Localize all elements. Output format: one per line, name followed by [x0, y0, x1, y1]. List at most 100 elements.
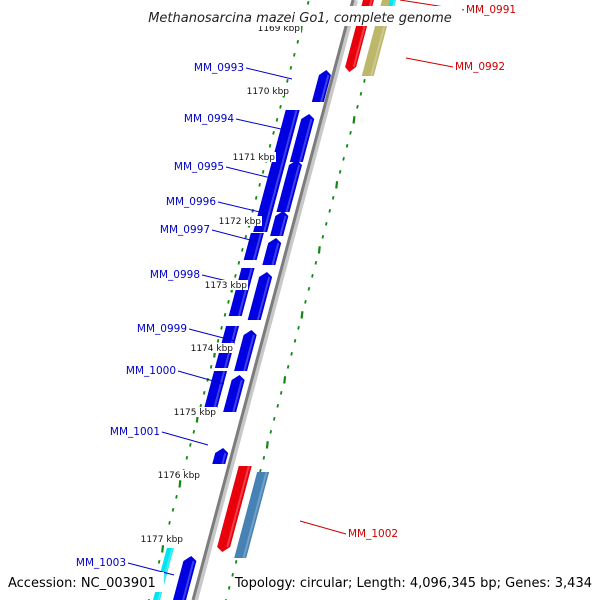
gene-label-MM_0991[interactable]: MM_0991: [466, 4, 516, 16]
gene-MM_0998-feature-a-highlight: [237, 267, 253, 317]
outer-ruler-minor-tick: [276, 403, 280, 408]
label-leader-MM_1001: [161, 431, 209, 446]
gene-MM_0998-feature-b-highlight: [256, 276, 271, 321]
tick-label-backdrop: [143, 534, 184, 544]
gene-label-leaders: [127, 0, 465, 576]
gene-MM_1001-feature: [212, 448, 229, 464]
gene-label-MM_1001[interactable]: MM_1001: [110, 426, 160, 438]
outer-ruler-minor-tick: [290, 351, 293, 356]
outer-ruler-major-tick: [300, 311, 304, 319]
inner-ruler-minor-tick: [241, 247, 244, 252]
label-leader-MM_1002: [299, 520, 347, 535]
tick-label: 1176 kbp: [158, 471, 201, 481]
label-leader-MM_0999: [188, 328, 236, 342]
inner-ruler-minor-tick: [202, 390, 206, 395]
gene-MM_0998-feature-a: [228, 268, 255, 316]
label-leader-MM_0995: [225, 166, 272, 179]
inner-ruler-minor-tick: [171, 507, 175, 512]
outer-ruler-minor-tick: [286, 364, 290, 369]
inner-ruler-minor-tick: [251, 208, 255, 213]
scale-tick-labels: 1169 kbp 1170 kbp 1171 kbp 1172 kbp 1173 kbp…: [141, 23, 301, 545]
tick-label-backdrop: [249, 86, 290, 96]
outer-ruler-major-tick: [352, 116, 356, 124]
tick-label: 1172 kbp: [219, 217, 262, 227]
tick-label-backdrop: [221, 216, 262, 226]
tick-label: 1173 kbp: [205, 281, 248, 291]
label-leader-MM_1003: [127, 562, 175, 576]
gene-MM_1003-feature: [173, 556, 197, 600]
gene-MM_1000-feature-b-highlight: [232, 379, 243, 413]
gene-label-MM_1003[interactable]: MM_1003: [76, 557, 126, 569]
topology-text: Topology: circular; Length: 4,096,345 bp…: [234, 576, 592, 591]
gene-MM_0997-feature-b-highlight: [271, 242, 280, 266]
inner-ruler-minor-tick: [268, 143, 272, 148]
gene-MM_0996-feature-highlight: [279, 215, 287, 237]
gene-MM_0999-feature-b: [234, 330, 257, 371]
gene-MM_1003-cyan-feature-highlight: [157, 547, 174, 600]
accession-backdrop: [4, 572, 164, 592]
tick-label: 1175 kbp: [174, 408, 217, 418]
gene-MM_0998-feature-b: [247, 272, 273, 320]
inner-ruler-minor-tick: [254, 195, 258, 200]
inner-ruler-minor-tick: [275, 117, 279, 122]
outer-ruler-minor-tick: [363, 78, 366, 83]
gene-MM_0994-feature-a: [253, 110, 300, 232]
gene-label-MM_0996[interactable]: MM_0996: [166, 196, 216, 208]
label-leader-MM_0994: [235, 118, 282, 130]
inner-ruler-minor-tick: [261, 169, 265, 174]
tick-label-backdrop: [176, 407, 217, 417]
outer-ruler-minor-tick: [342, 156, 345, 161]
tick-label-backdrop: [193, 343, 234, 353]
tick-label: 1174 kbp: [191, 344, 234, 354]
inner-ruler-minor-tick: [289, 65, 293, 70]
inner-ruler-minor-tick: [234, 273, 237, 278]
tick-label: 1171 kbp: [233, 153, 276, 163]
label-leader-MM_0997: [211, 229, 259, 243]
inner-ruler-minor-tick: [199, 403, 203, 408]
outer-ruler-minor-tick: [307, 286, 311, 291]
inner-ruler-minor-tick: [244, 234, 248, 239]
gene-label-MM_0997[interactable]: MM_0997: [160, 224, 210, 236]
inner-ruler-minor-tick: [223, 312, 227, 317]
inner-ruler-minor-tick: [157, 559, 161, 564]
outer-ruler-minor-tick: [311, 273, 314, 278]
gene-label-MM_0993[interactable]: MM_0993: [194, 62, 244, 74]
outer-ruler-minor-tick: [345, 143, 349, 148]
inner-ruler-minor-tick: [216, 338, 220, 343]
inner-ruler-minor-tick: [227, 299, 230, 304]
inner-ruler-minor-tick: [272, 130, 275, 135]
outer-ruler-minor-tick: [279, 390, 283, 395]
outer-ruler-major-tick: [317, 246, 321, 254]
gene-MM_0997-feature-b: [262, 238, 282, 265]
inner-ruler-minor-tick: [185, 455, 189, 460]
inner-ruler-minor-tick: [220, 325, 223, 330]
gene-MM_1001-feature-highlight: [221, 452, 227, 465]
tick-label-backdrop: [235, 152, 276, 162]
gene-MM_1002-feature: [217, 466, 252, 552]
outer-ruler-minor-tick: [321, 234, 325, 239]
gene-label-MM_0992[interactable]: MM_0992: [455, 61, 505, 73]
outer-ruler-major-tick: [283, 376, 287, 384]
label-leader-MM_1000: [177, 370, 225, 385]
inner-ruler-minor-tick: [192, 429, 196, 434]
gene-label-MM_0999[interactable]: MM_0999: [137, 323, 187, 335]
gene-MM_0995-feature: [276, 160, 302, 212]
inner-ruler-minor-tick: [279, 104, 282, 109]
gene-label-MM_0998[interactable]: MM_0998: [150, 269, 200, 281]
genome-backbone: [191, 0, 358, 600]
outer-ruler-minor-tick: [314, 260, 318, 265]
inner-ruler-minor-tick: [306, 0, 310, 5]
gene-label-MM_1000[interactable]: MM_1000: [126, 365, 176, 377]
accession-text: Accession: NC_003901: [8, 576, 156, 591]
outer-ruler-minor-tick: [324, 221, 328, 226]
topology-backdrop: [256, 572, 596, 592]
gene-MM_0994-feature-b: [289, 114, 315, 162]
gene-MM_0991-cyan-feature-highlight: [391, 0, 396, 9]
gene-label-MM_1002[interactable]: MM_1002: [348, 528, 398, 540]
gene-label-MM_0995[interactable]: MM_0995: [174, 161, 224, 173]
gene-MM_0997-feature-a-highlight: [252, 232, 262, 261]
outer-ruler-minor-tick: [269, 429, 273, 434]
gene-label-MM_0994[interactable]: MM_0994: [184, 113, 234, 125]
inner-ruler-minor-tick: [175, 494, 178, 499]
